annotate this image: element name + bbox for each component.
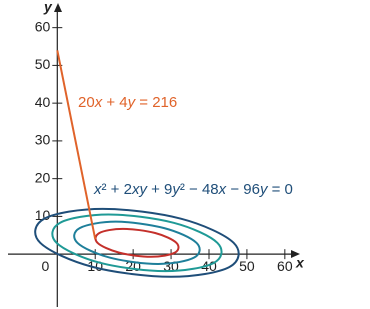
y-axis-label: y — [43, 0, 53, 15]
y-tick-label: 60 — [35, 18, 51, 34]
y-tick-label: 30 — [35, 132, 51, 148]
x-tick-label: 0 — [42, 258, 50, 274]
y-axis-arrow — [54, 3, 62, 12]
contour-curve — [73, 220, 201, 265]
y-tick-label: 10 — [35, 207, 51, 223]
x-tick-label: 60 — [277, 258, 293, 274]
line-label: 20x + 4y = 216 — [78, 94, 177, 111]
x-tick-label: 20 — [125, 258, 141, 274]
contour-curve — [94, 227, 180, 258]
contour-label: x² + 2xy + 9y² − 48x − 96y = 0 — [93, 181, 293, 198]
contour-curve — [34, 207, 240, 278]
x-axis-label: x — [295, 255, 305, 271]
y-tick-label: 20 — [35, 169, 51, 185]
x-tick-label: 50 — [239, 258, 255, 274]
x-axis-arrow — [291, 250, 300, 258]
y-tick-label: 50 — [35, 56, 51, 72]
y-tick-label: 40 — [35, 94, 51, 110]
constraint-line — [56, 50, 97, 240]
contour-curve — [51, 213, 223, 273]
